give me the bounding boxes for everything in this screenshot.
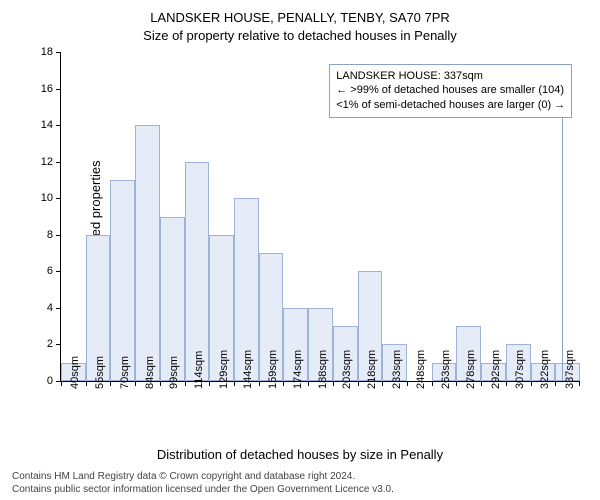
annotation-line1: LANDSKER HOUSE: 337sqm — [336, 69, 565, 84]
y-tick — [56, 344, 61, 345]
x-tick-label: 84sqm — [144, 356, 156, 389]
annotation-line3: <1% of semi-detached houses are larger (… — [336, 98, 565, 113]
x-tick — [382, 381, 383, 386]
x-tick-label: 248sqm — [415, 350, 427, 389]
x-tick — [86, 381, 87, 386]
y-tick — [56, 52, 61, 53]
annotation-line2: ← >99% of detached houses are smaller (1… — [336, 83, 565, 98]
x-tick-label: 159sqm — [267, 350, 279, 389]
x-tick — [61, 381, 62, 386]
plot-area: LANDSKER HOUSE: 337sqm ← >99% of detache… — [60, 52, 580, 382]
y-tick-label: 18 — [41, 46, 53, 58]
y-tick-label: 10 — [41, 192, 53, 204]
credits-line2: Contains public sector information licen… — [12, 484, 394, 497]
x-tick-label: 114sqm — [193, 351, 205, 389]
chart-title-line2: Size of property relative to detached ho… — [0, 28, 600, 43]
x-tick-label: 99sqm — [168, 356, 180, 389]
x-tick — [432, 381, 433, 386]
x-tick-label: 70sqm — [119, 356, 131, 389]
x-tick — [579, 381, 580, 386]
annotation-box: LANDSKER HOUSE: 337sqm ← >99% of detache… — [329, 64, 572, 119]
y-tick — [56, 162, 61, 163]
y-tick-label: 2 — [47, 338, 53, 350]
x-tick-label: 337sqm — [564, 350, 576, 389]
x-tick — [259, 381, 260, 386]
bar — [110, 180, 135, 381]
x-tick — [333, 381, 334, 386]
credits-line1: Contains HM Land Registry data © Crown c… — [12, 471, 394, 484]
x-tick — [555, 381, 556, 386]
x-tick — [308, 381, 309, 386]
x-tick-label: 55sqm — [94, 356, 106, 389]
y-tick-label: 0 — [47, 375, 53, 387]
x-tick-label: 233sqm — [391, 350, 403, 389]
x-tick — [185, 381, 186, 386]
x-tick-label: 174sqm — [292, 350, 304, 389]
y-tick — [56, 271, 61, 272]
x-tick-label: 292sqm — [490, 350, 502, 389]
annotation-pointer — [562, 115, 563, 381]
y-tick — [56, 198, 61, 199]
x-tick-label: 218sqm — [366, 350, 378, 389]
bar — [185, 162, 210, 381]
x-tick-label: 40sqm — [69, 356, 81, 389]
x-tick — [407, 381, 408, 386]
x-tick-label: 322sqm — [539, 350, 551, 389]
x-axis-label: Distribution of detached houses by size … — [0, 447, 600, 462]
y-tick — [56, 89, 61, 90]
y-tick-label: 14 — [41, 119, 53, 131]
x-tick — [481, 381, 482, 386]
y-tick-label: 6 — [47, 265, 53, 277]
y-tick — [56, 308, 61, 309]
y-tick-label: 12 — [41, 156, 53, 168]
chart-container: LANDSKER HOUSE, PENALLY, TENBY, SA70 7PR… — [0, 0, 600, 500]
x-tick — [531, 381, 532, 386]
x-tick — [234, 381, 235, 386]
x-tick — [506, 381, 507, 386]
x-tick-label: 144sqm — [242, 350, 254, 389]
x-tick — [135, 381, 136, 386]
y-tick-label: 8 — [47, 229, 53, 241]
x-tick — [209, 381, 210, 386]
x-tick-label: 129sqm — [218, 350, 230, 389]
x-tick-label: 188sqm — [317, 350, 329, 389]
credits: Contains HM Land Registry data © Crown c… — [12, 471, 394, 496]
y-tick — [56, 125, 61, 126]
x-tick — [283, 381, 284, 386]
x-tick-label: 278sqm — [465, 350, 477, 389]
x-tick — [456, 381, 457, 386]
x-tick — [160, 381, 161, 386]
bar — [135, 125, 160, 381]
x-tick-label: 263sqm — [440, 350, 452, 389]
chart-title-line1: LANDSKER HOUSE, PENALLY, TENBY, SA70 7PR — [0, 10, 600, 25]
y-tick — [56, 235, 61, 236]
x-tick — [110, 381, 111, 386]
x-tick — [358, 381, 359, 386]
x-tick-label: 203sqm — [341, 350, 353, 389]
y-tick-label: 4 — [47, 302, 53, 314]
y-tick-label: 16 — [41, 83, 53, 95]
x-tick-label: 307sqm — [514, 350, 526, 389]
